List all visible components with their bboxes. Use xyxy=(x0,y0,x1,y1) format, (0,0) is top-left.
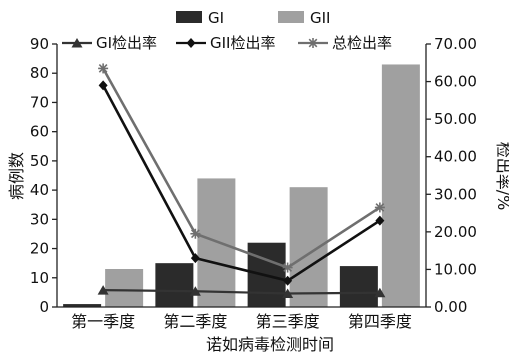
lines-layer xyxy=(97,63,386,298)
y2-tick-label-3: 30.00 xyxy=(434,185,477,203)
x-category-label-3: 第三季度 xyxy=(256,312,320,331)
x-category-label-2: 第二季度 xyxy=(163,312,227,331)
point-gi-rate-3 xyxy=(282,288,294,298)
y-tick-label-0: 0 xyxy=(39,298,49,316)
legend-marker-gi-rate xyxy=(71,38,83,48)
y2-tick-label-0: 0.00 xyxy=(434,298,467,316)
point-total-rate-2-d2 xyxy=(191,229,200,239)
point-total-rate-1 xyxy=(98,63,109,74)
line-gii-rate xyxy=(101,84,381,283)
point-gii-rate-2 xyxy=(190,253,200,264)
legend-marker-gii-rate xyxy=(186,38,196,48)
y-tick-label-50: 50 xyxy=(30,152,49,170)
legend-marker-total-rate xyxy=(308,38,318,48)
line-gi-rate xyxy=(103,288,380,295)
point-gi-rate-1 xyxy=(97,285,109,295)
line-total-rate xyxy=(101,67,381,269)
legend-marker-total-rate-d2 xyxy=(308,38,318,48)
y2-tick-label-4: 40.00 xyxy=(434,148,477,166)
bar-gii-4 xyxy=(381,64,420,307)
point-gii-rate-4 xyxy=(375,215,385,226)
legend: GI GII GI检出率 GII检出率 总检出率 xyxy=(62,9,392,52)
y2-tick-label-1: 10.00 xyxy=(434,260,477,278)
legend-label-gii: GII xyxy=(310,9,330,27)
bar-gi-2 xyxy=(155,263,194,307)
y2-axis-title: 检出率/% xyxy=(494,142,509,211)
point-total-rate-4 xyxy=(374,202,385,213)
legend-item-gi-rate: GI检出率 xyxy=(62,34,157,52)
point-gii-rate-1 xyxy=(98,80,108,91)
y-tick-label-20: 20 xyxy=(30,240,49,258)
x-axis-title: 诺如病毒检测时间 xyxy=(206,335,334,354)
y-tick-label-90: 90 xyxy=(30,35,49,53)
y2-tick-label-5: 50.00 xyxy=(434,110,477,128)
legend-item-gi: GI xyxy=(176,9,224,27)
y-tick-label-40: 40 xyxy=(30,181,49,199)
y2-tick-label-7: 70.00 xyxy=(434,35,477,53)
x-category-label-4: 第四季度 xyxy=(348,312,412,331)
y-tick-label-30: 30 xyxy=(30,210,49,228)
point-gi-rate-4 xyxy=(374,287,386,298)
legend-label-total-rate: 总检出率 xyxy=(332,34,392,52)
y-tick-label-80: 80 xyxy=(30,64,49,82)
legend-item-total-rate: 总检出率 xyxy=(298,34,392,52)
point-total-rate-1-d2 xyxy=(98,64,108,73)
y-tick-label-60: 60 xyxy=(30,123,49,141)
axes-layer: 0 10 20 30 40 50 60 70 80 90 0.00 10.00 20.00 30.00 40… xyxy=(30,35,477,331)
point-gii-rate-3 xyxy=(283,275,293,286)
y2-tick-label-2: 20.00 xyxy=(434,223,477,241)
point-total-rate-4-d2 xyxy=(375,203,385,212)
point-total-rate-2 xyxy=(190,228,201,239)
point-total-rate-3 xyxy=(282,262,293,273)
legend-label-gi-rate: GI检出率 xyxy=(96,34,157,52)
x-category-label-1: 第一季度 xyxy=(71,312,135,331)
legend-label-gii-rate: GII检出率 xyxy=(210,34,275,52)
bar-gii-1 xyxy=(105,269,144,307)
legend-item-gii-rate: GII检出率 xyxy=(176,34,275,52)
legend-label-gi: GI xyxy=(208,9,224,27)
bar-gi-1 xyxy=(63,304,102,307)
bar-gi-4 xyxy=(339,266,378,307)
point-gi-rate-2 xyxy=(189,286,201,296)
legend-swatch-gi xyxy=(176,11,202,23)
bar-gii-3 xyxy=(289,187,328,307)
legend-swatch-gii xyxy=(278,11,304,23)
y-axis-title: 病例数 xyxy=(7,152,26,200)
y2-tick-label-6: 60.00 xyxy=(434,73,477,91)
y-tick-label-10: 10 xyxy=(30,269,49,287)
point-total-rate-3-d2 xyxy=(283,263,292,272)
y-tick-label-70: 70 xyxy=(30,93,49,111)
legend-item-gii: GII xyxy=(278,9,330,27)
